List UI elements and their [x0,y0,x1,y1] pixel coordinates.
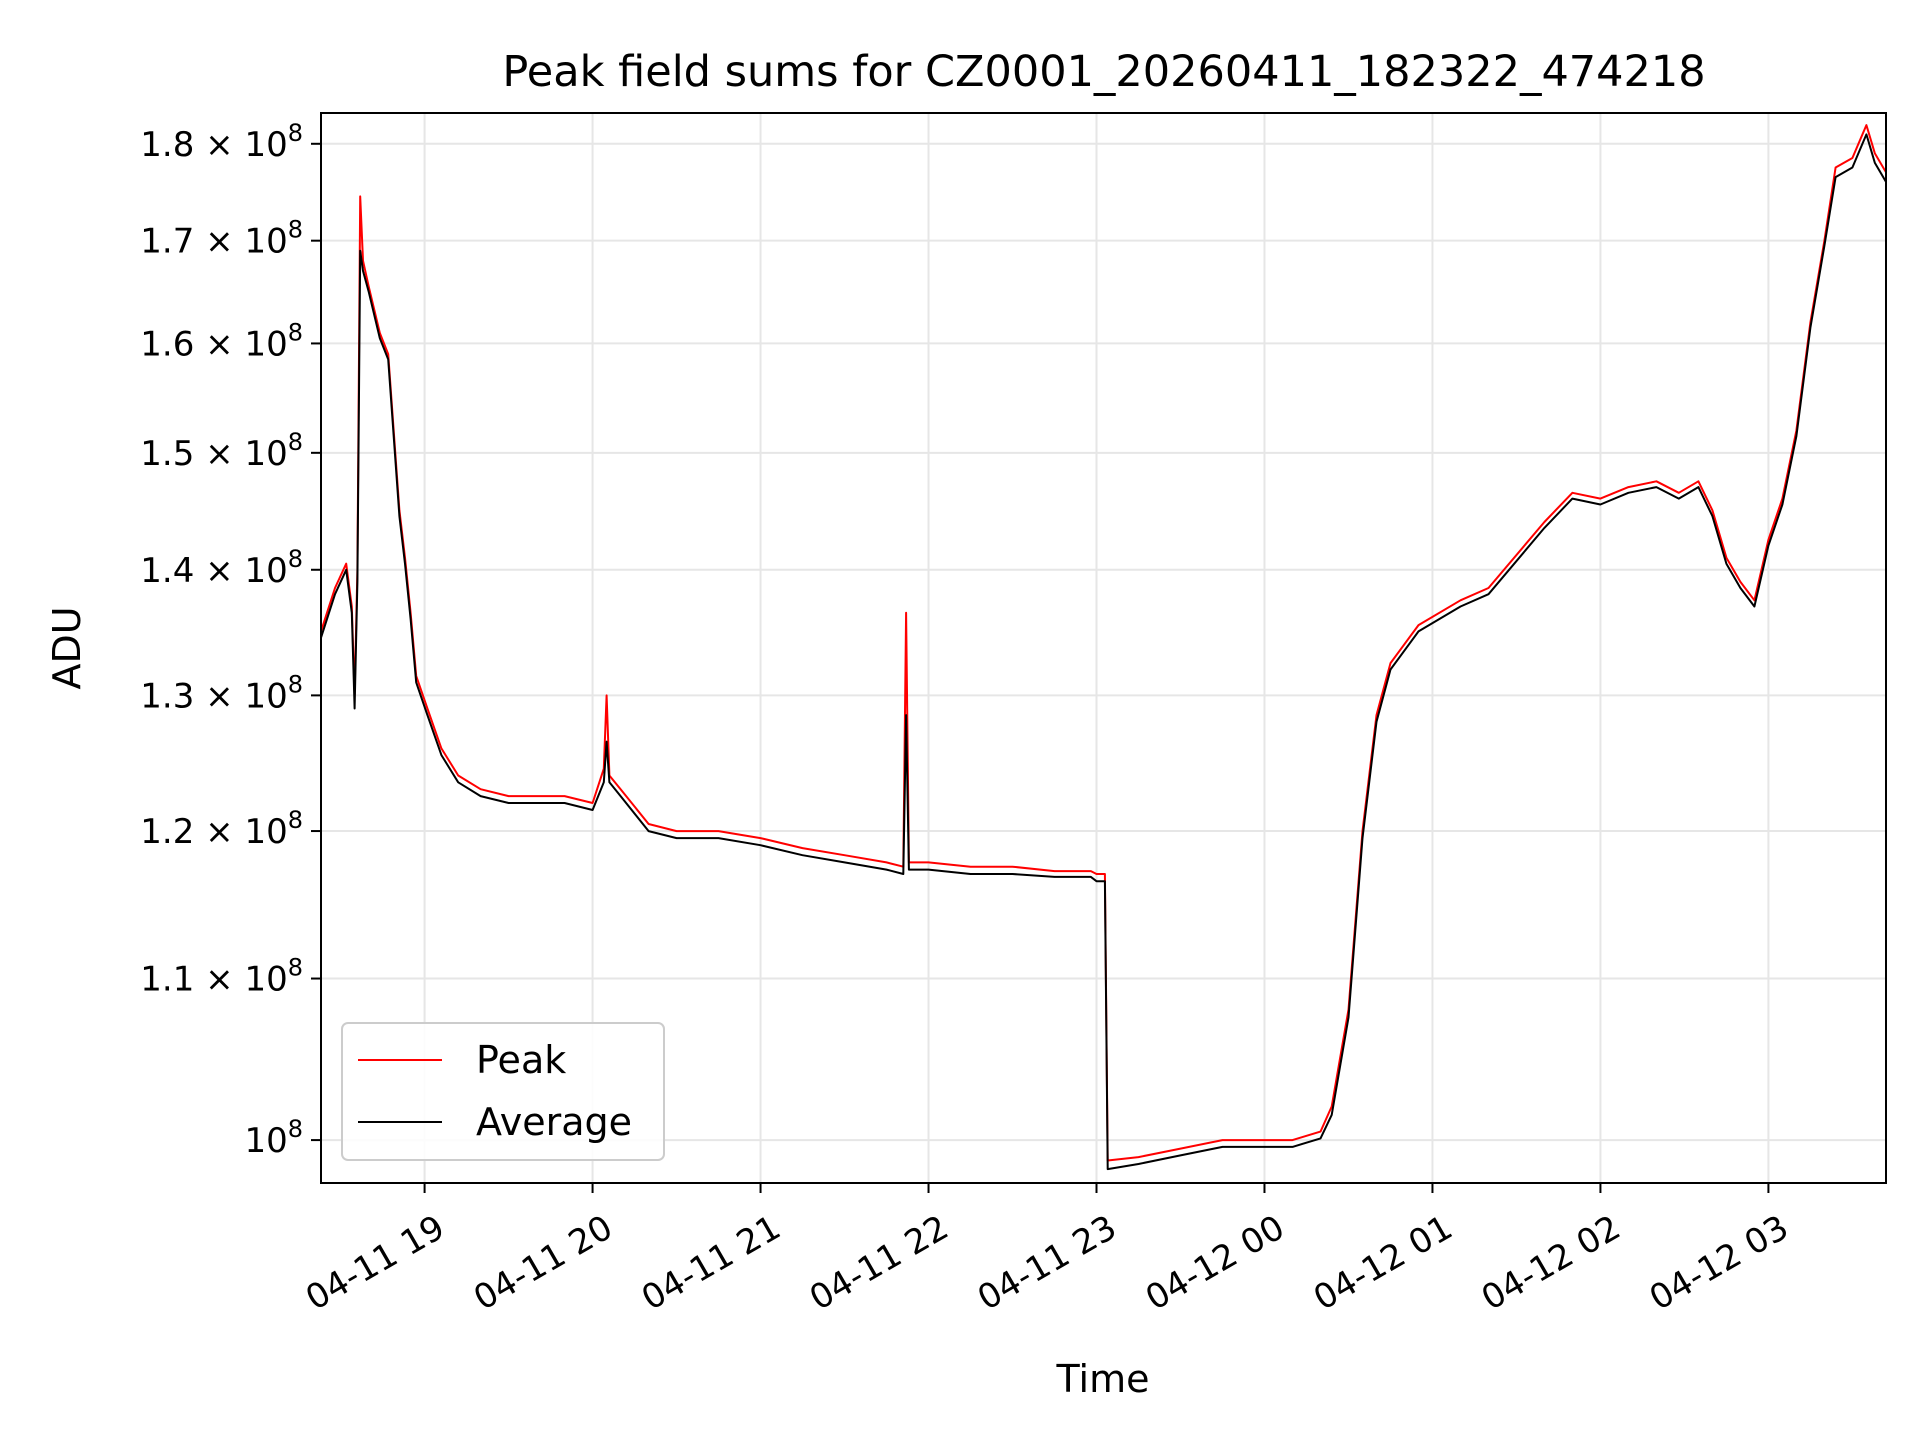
chart-title: Peak field sums for CZ0001_20260411_1823… [502,47,1705,97]
grid-lines [321,113,1886,1183]
y-tick-label: 108 [244,1115,303,1161]
y-tick-label: 1.6 × 108 [140,318,303,364]
y-tick-label: 1.1 × 108 [140,954,303,1000]
y-tick-label: 1.7 × 108 [140,216,303,262]
y-tick-label: 1.8 × 108 [140,119,303,165]
legend-label-peak: Peak [476,1038,566,1082]
y-tick-label: 1.4 × 108 [140,545,303,591]
plot-area [321,113,1886,1183]
legend: Peak Average [341,1022,665,1161]
series-lines [321,124,1886,1171]
series-line-average [321,133,1886,1171]
y-axis: 108 1.1 × 108 1.2 × 108 1.3 × 108 1.4 × 108 1… [140,119,321,1161]
legend-box [341,1022,665,1161]
y-tick-label: 1.5 × 108 [140,428,303,474]
plot-frame [320,112,1887,1184]
x-axis-label: Time [1056,1357,1150,1401]
legend-label-average: Average [476,1100,632,1144]
y-tick-label: 1.2 × 108 [140,806,303,852]
y-axis-label: ADU [45,606,89,689]
y-tick-label: 1.3 × 108 [140,670,303,716]
